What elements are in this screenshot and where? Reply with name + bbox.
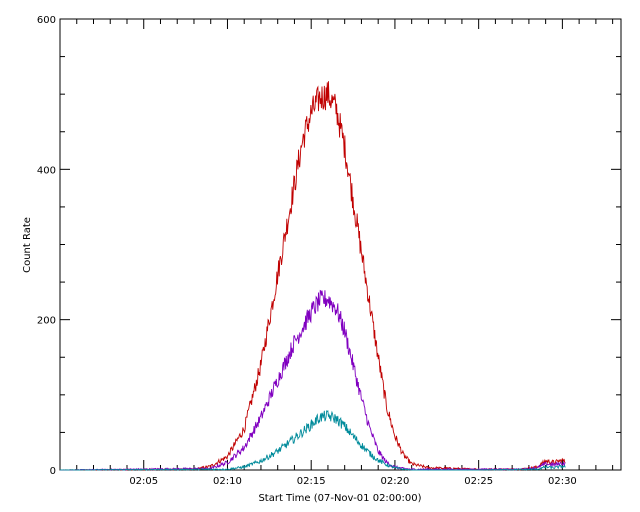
tick-labels: 02:05 02:10 02:15 02:20 02:25 02:30 0 200 400 600: [37, 15, 577, 487]
x-tick-label: 02:25: [464, 476, 493, 487]
y-tick-label: 600: [37, 15, 56, 26]
x-tick-label: 02:05: [129, 476, 158, 487]
x-tick-label: 02:15: [297, 476, 326, 487]
series-line-2: [60, 289, 566, 471]
axis-ticks: [60, 18, 621, 471]
series-line-1: [60, 81, 566, 471]
x-axis-label: Start Time (07-Nov-01 02:00:00): [258, 493, 421, 504]
y-axis-label: Count Rate: [22, 217, 33, 273]
x-tick-label: 02:20: [381, 476, 410, 487]
y-tick-label: 200: [37, 316, 56, 327]
series-line-3: [59, 410, 566, 471]
x-tick-label: 02:10: [213, 476, 242, 487]
series-lines: [59, 81, 566, 471]
y-tick-label: 0: [50, 466, 56, 477]
x-tick-label: 02:30: [548, 476, 577, 487]
plot-frame: [59, 18, 622, 471]
y-tick-label: 400: [37, 165, 56, 176]
